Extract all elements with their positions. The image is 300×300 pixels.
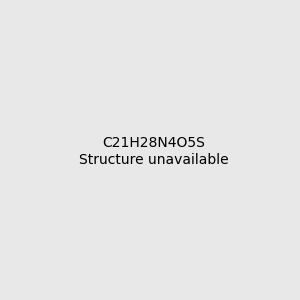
Text: C21H28N4O5S
Structure unavailable: C21H28N4O5S Structure unavailable xyxy=(79,136,229,166)
